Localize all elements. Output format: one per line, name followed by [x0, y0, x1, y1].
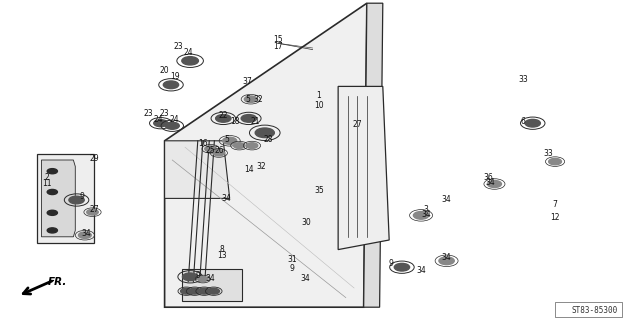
Circle shape — [47, 228, 57, 233]
Circle shape — [394, 263, 410, 271]
Circle shape — [255, 128, 274, 138]
Text: 34: 34 — [421, 210, 431, 219]
Text: 11: 11 — [42, 180, 51, 188]
Text: 29: 29 — [89, 154, 100, 163]
Text: 27: 27 — [89, 205, 100, 214]
Circle shape — [78, 232, 91, 238]
Circle shape — [198, 276, 208, 282]
Text: 31: 31 — [287, 255, 297, 264]
Text: ST83-85300: ST83-85300 — [572, 306, 618, 315]
Text: 22: 22 — [219, 111, 228, 120]
Text: 23: 23 — [174, 42, 184, 51]
Circle shape — [87, 209, 98, 215]
Text: 18: 18 — [230, 117, 239, 126]
Text: 1: 1 — [316, 92, 322, 100]
Circle shape — [182, 273, 198, 281]
Circle shape — [198, 288, 210, 294]
Text: 24: 24 — [183, 48, 193, 57]
Circle shape — [234, 143, 245, 148]
Text: 33: 33 — [518, 76, 528, 84]
Text: 25: 25 — [205, 146, 216, 155]
Circle shape — [241, 115, 256, 122]
Text: 16: 16 — [198, 140, 208, 148]
Circle shape — [69, 196, 84, 204]
Circle shape — [47, 169, 57, 174]
Text: FR.: FR. — [48, 276, 67, 287]
Circle shape — [182, 57, 198, 65]
Text: 27: 27 — [352, 120, 362, 129]
Text: 34: 34 — [300, 274, 310, 283]
Text: 33: 33 — [544, 149, 554, 158]
Text: 24: 24 — [153, 116, 163, 124]
Text: 34: 34 — [485, 178, 495, 187]
Polygon shape — [165, 3, 367, 307]
Circle shape — [244, 96, 257, 102]
Text: 9: 9 — [290, 264, 295, 273]
Circle shape — [154, 120, 168, 127]
Text: 34: 34 — [221, 194, 232, 203]
Text: 32: 32 — [256, 162, 267, 171]
Text: 26: 26 — [214, 146, 224, 155]
Text: 23: 23 — [160, 109, 170, 118]
Circle shape — [181, 288, 192, 294]
Text: 34: 34 — [441, 253, 452, 262]
Text: 8: 8 — [219, 245, 225, 254]
Polygon shape — [41, 160, 75, 237]
Polygon shape — [338, 86, 389, 250]
Circle shape — [213, 150, 225, 156]
Text: 3: 3 — [424, 205, 429, 214]
Text: 13: 13 — [217, 252, 227, 260]
Bar — [555, 302, 622, 317]
Text: 35: 35 — [314, 186, 324, 195]
Text: 14: 14 — [244, 165, 254, 174]
Text: 9: 9 — [79, 192, 84, 201]
Circle shape — [47, 189, 57, 195]
Text: 23: 23 — [144, 109, 154, 118]
Circle shape — [216, 115, 231, 122]
Text: 37: 37 — [242, 77, 253, 86]
Circle shape — [413, 212, 429, 219]
Circle shape — [525, 119, 540, 127]
Circle shape — [246, 143, 258, 148]
Text: 34: 34 — [416, 266, 426, 275]
Text: 20: 20 — [160, 66, 170, 75]
Circle shape — [223, 137, 237, 144]
Text: 34: 34 — [81, 229, 91, 238]
Text: 7: 7 — [553, 200, 558, 209]
Text: 6: 6 — [521, 117, 526, 126]
Text: 24: 24 — [169, 116, 179, 124]
Text: 34: 34 — [441, 196, 452, 204]
Polygon shape — [165, 141, 230, 198]
Circle shape — [165, 122, 179, 129]
Polygon shape — [37, 154, 94, 243]
Circle shape — [208, 288, 219, 294]
Circle shape — [205, 146, 216, 152]
Text: 34: 34 — [205, 274, 216, 283]
Text: 17: 17 — [272, 42, 283, 51]
Text: 15: 15 — [272, 36, 283, 44]
Circle shape — [549, 158, 561, 165]
Bar — [182, 269, 242, 301]
Text: 12: 12 — [551, 213, 560, 222]
Text: 36: 36 — [483, 173, 493, 182]
Text: 21: 21 — [251, 117, 260, 126]
Text: 9: 9 — [388, 260, 393, 268]
Text: 30: 30 — [301, 218, 311, 227]
Text: 28: 28 — [263, 135, 272, 144]
Text: 19: 19 — [170, 72, 181, 81]
Text: 32: 32 — [253, 95, 263, 104]
Circle shape — [487, 180, 501, 188]
Text: 10: 10 — [314, 101, 324, 110]
Text: 9: 9 — [195, 271, 200, 280]
Text: 5: 5 — [245, 95, 250, 104]
Circle shape — [47, 210, 57, 215]
Text: 2: 2 — [44, 173, 49, 182]
Circle shape — [439, 257, 454, 265]
Circle shape — [163, 81, 179, 89]
Polygon shape — [364, 3, 383, 307]
Text: 5: 5 — [224, 135, 229, 144]
Circle shape — [189, 288, 200, 294]
